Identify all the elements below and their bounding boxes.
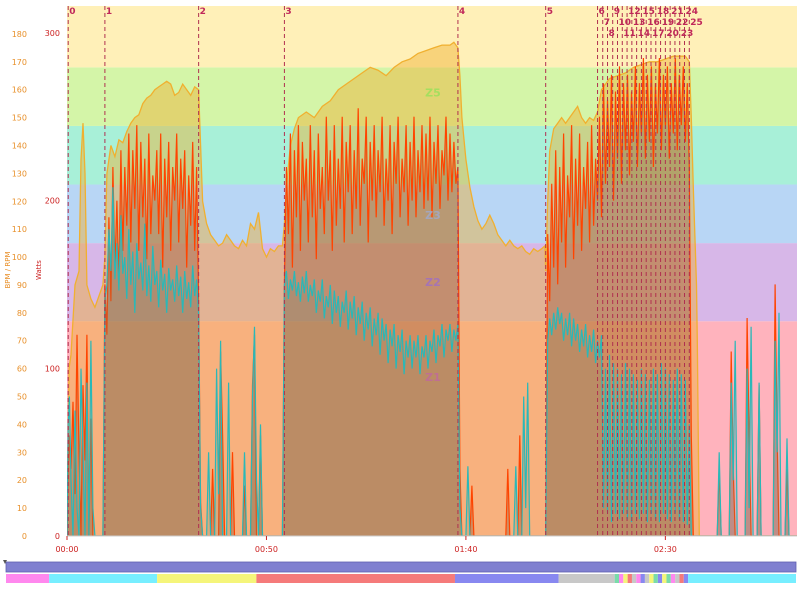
timeline-segment[interactable] [256,574,455,583]
timeline-segment[interactable] [454,574,559,583]
timeline-segment[interactable] [675,574,680,583]
hr-tick-label: 50 [17,393,27,402]
lap-label-23[interactable]: 23 [681,29,694,39]
timeline-segment[interactable] [49,574,158,583]
timeline-segment[interactable] [688,574,796,583]
lap-label-7[interactable]: 7 [604,18,610,28]
power-tick-label: 200 [45,197,60,206]
lap-label-20[interactable]: 20 [666,29,679,39]
lap-label-25[interactable]: 25 [690,18,703,28]
lap-label-5[interactable]: 5 [547,7,553,17]
lap-label-8[interactable]: 8 [609,29,615,39]
lap-label-11[interactable]: 11 [623,29,636,39]
hr-tick-label: 60 [17,365,27,374]
lap-label-19[interactable]: 19 [662,18,675,28]
timeline-segment[interactable] [157,574,257,583]
hr-tick-label: 140 [12,141,27,150]
timeline-segment[interactable] [666,574,671,583]
lap-label-9[interactable]: 9 [614,7,620,17]
lap-label-16[interactable]: 16 [647,18,660,28]
timeline-scroller[interactable] [3,560,797,583]
timeline-segment[interactable] [631,574,637,583]
power-tick-label: 300 [45,29,60,38]
timeline-segment[interactable] [619,574,624,583]
timeline-segment[interactable] [657,574,663,583]
hr-tick-label: 20 [17,476,27,485]
x-tick-label: 02:30 [654,545,677,554]
hr-tick-label: 100 [12,253,27,262]
timeline-segment[interactable] [623,574,628,583]
lap-label-0[interactable]: 0 [69,7,75,17]
timeline-segment[interactable] [662,574,667,583]
lap-label-14[interactable]: 14 [638,29,651,39]
zone-label-z5: Z5 [425,86,441,99]
hr-tick-label: 80 [17,309,27,318]
lap-label-17[interactable]: 17 [652,29,665,39]
timeline-segment[interactable] [683,574,689,583]
hr-tick-label: 120 [12,197,27,206]
timeline-segment[interactable] [649,574,654,583]
hr-tick-label: 110 [12,225,27,234]
hr-tick-label: 170 [12,58,27,67]
timeline-segment[interactable] [636,574,641,583]
power-tick-label: 100 [45,364,60,373]
lap-label-6[interactable]: 6 [599,7,605,17]
hr-tick-label: 30 [17,448,27,457]
timeline-segment[interactable] [640,574,645,583]
timeline-segment[interactable] [627,574,632,583]
hr-tick-label: 0 [22,532,27,541]
lap-label-2[interactable]: 2 [200,7,206,17]
hr-tick-label: 10 [17,504,27,513]
timeline-segment[interactable] [644,574,650,583]
lap-label-12[interactable]: 12 [628,7,641,17]
lap-label-13[interactable]: 13 [633,18,646,28]
x-tick-label: 00:00 [55,545,78,554]
power-line [67,57,797,536]
zone-labels: Z1 Z2 Z3 Z5 [425,86,441,384]
timeline-segment[interactable] [6,574,50,583]
zone-label-z1: Z1 [425,371,441,384]
lap-label-18[interactable]: 18 [657,7,670,17]
cadence-line [67,187,797,536]
x-tick-label: 01:40 [454,545,477,554]
hr-axis-title: BPM / RPM [4,252,12,289]
hr-tick-label: 40 [17,420,27,429]
timeline-segment[interactable] [670,574,676,583]
hr-tick-label: 90 [17,281,27,290]
hr-tick-label: 160 [12,86,27,95]
lap-label-3[interactable]: 3 [285,7,291,17]
lap-label-10[interactable]: 10 [618,18,631,28]
lap-markers[interactable]: 0 1 2 3 4 5 6789101112131415161718192021222324… [67,6,703,536]
hr-tick-label: 70 [17,337,27,346]
lap-label-1[interactable]: 1 [106,7,112,17]
timeline-segment[interactable] [679,574,684,583]
timeline-segment[interactable] [558,574,615,583]
timeline-segment[interactable] [653,574,658,583]
hr-tick-label: 130 [12,169,27,178]
plot-area [67,41,797,536]
x-tick-label: 00:50 [255,545,278,554]
power-tick-label: 0 [55,532,60,541]
timeline-overview-bar[interactable] [5,561,797,573]
lap-label-21[interactable]: 21 [671,7,684,17]
zone-label-z2: Z2 [425,276,441,289]
hr-tick-label: 180 [12,30,27,39]
zone-label-z3: Z3 [425,209,441,222]
lap-label-15[interactable]: 15 [642,7,655,17]
power-axis-title: Watts [35,260,43,280]
lap-label-4[interactable]: 4 [459,7,465,17]
hr-tick-label: 150 [12,114,27,123]
heart-rate-line [67,41,797,536]
timeline-handle-icon[interactable] [3,560,7,564]
lap-label-22[interactable]: 22 [676,18,689,28]
timeline-segment[interactable] [614,574,620,583]
axes: 0102030405060708090100110120130140150160… [4,29,797,554]
lap-label-24[interactable]: 24 [686,7,699,17]
